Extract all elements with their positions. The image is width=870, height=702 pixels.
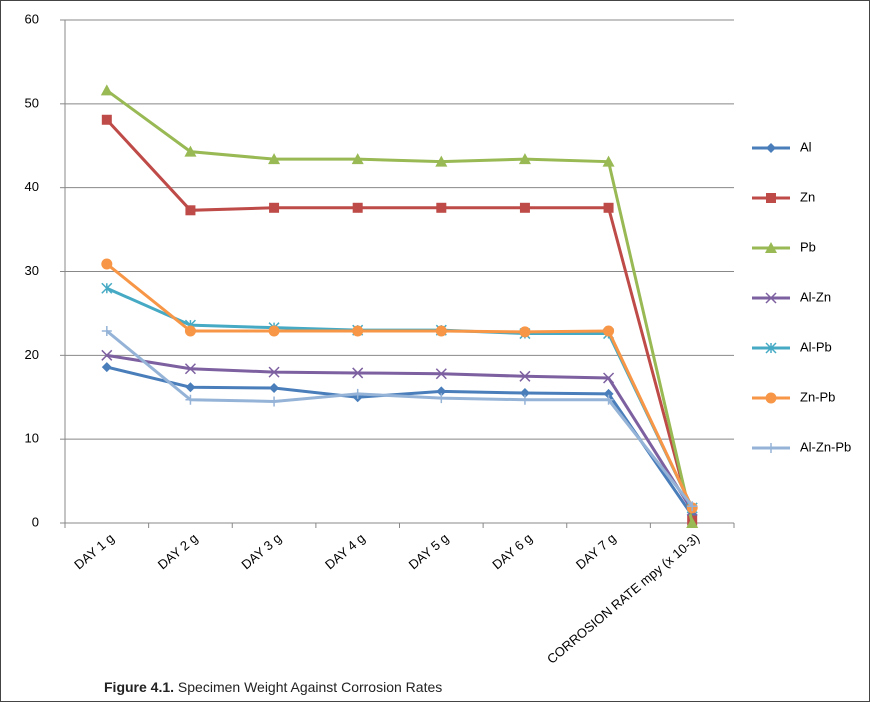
series [101, 258, 698, 514]
marker [435, 368, 447, 380]
marker [101, 349, 113, 361]
legend-marker [765, 292, 777, 304]
marker [185, 394, 196, 405]
marker [519, 326, 531, 338]
legend-marker [765, 342, 777, 354]
legend-label: Zn-Pb [800, 389, 835, 404]
marker [352, 388, 363, 399]
caption: Figure 4.1. Specimen Weight Against Corr… [104, 679, 442, 695]
marker [100, 84, 113, 96]
marker [101, 362, 112, 373]
series-line [105, 118, 694, 521]
legend-marker [766, 443, 776, 453]
marker [352, 202, 363, 213]
y-tick-label: 50 [25, 95, 39, 110]
marker [184, 325, 196, 337]
marker [184, 363, 196, 375]
legend-label: Al-Zn [800, 289, 831, 304]
legend-label: Zn [800, 189, 815, 204]
y-tick-label: 30 [25, 263, 39, 278]
marker [184, 145, 197, 157]
marker [351, 153, 364, 165]
marker [436, 393, 447, 404]
marker [519, 202, 530, 213]
marker [101, 326, 112, 337]
legend-label: Pb [800, 239, 816, 254]
legend-marker [766, 143, 776, 153]
y-tick-label: 40 [25, 179, 39, 194]
marker [687, 501, 698, 512]
marker [185, 205, 196, 216]
legend-label: Al [800, 139, 812, 154]
marker [603, 202, 614, 213]
y-tick-label: 20 [25, 347, 39, 362]
marker [268, 366, 280, 378]
marker [352, 325, 364, 337]
series-line [105, 262, 694, 509]
series-line [106, 353, 694, 512]
marker [603, 372, 615, 384]
y-tick-label: 10 [25, 431, 39, 446]
marker [602, 155, 615, 167]
marker [435, 325, 447, 337]
marker [269, 202, 280, 213]
caption-text: Specimen Weight Against Corrosion Rates [178, 679, 442, 695]
marker [101, 282, 113, 294]
marker [185, 382, 196, 393]
legend-label: Al-Pb [800, 339, 832, 354]
marker [603, 388, 614, 399]
legend-label: Al-Zn-Pb [800, 439, 851, 454]
series-line [105, 329, 694, 508]
marker [603, 394, 614, 405]
legend-marker [765, 392, 777, 404]
y-tick-label: 60 [25, 11, 39, 26]
series [101, 362, 698, 521]
caption-label: Figure 4.1. [104, 679, 174, 695]
marker [603, 325, 615, 337]
marker [518, 153, 531, 165]
marker [436, 202, 447, 213]
marker [101, 258, 113, 270]
marker [435, 155, 448, 167]
marker [519, 370, 531, 382]
marker [352, 367, 364, 379]
marker [268, 153, 281, 165]
marker [519, 388, 530, 399]
marker [269, 383, 280, 394]
marker [269, 396, 280, 407]
marker [268, 325, 280, 337]
legend-marker [765, 242, 777, 253]
series [101, 326, 698, 512]
series-line [105, 89, 694, 524]
legend-marker [766, 193, 776, 203]
y-tick-label: 0 [32, 514, 39, 529]
series-line [106, 365, 694, 517]
marker [436, 386, 447, 397]
marker [686, 517, 699, 528]
marker [519, 394, 530, 405]
marker [101, 114, 112, 125]
series [100, 84, 699, 528]
